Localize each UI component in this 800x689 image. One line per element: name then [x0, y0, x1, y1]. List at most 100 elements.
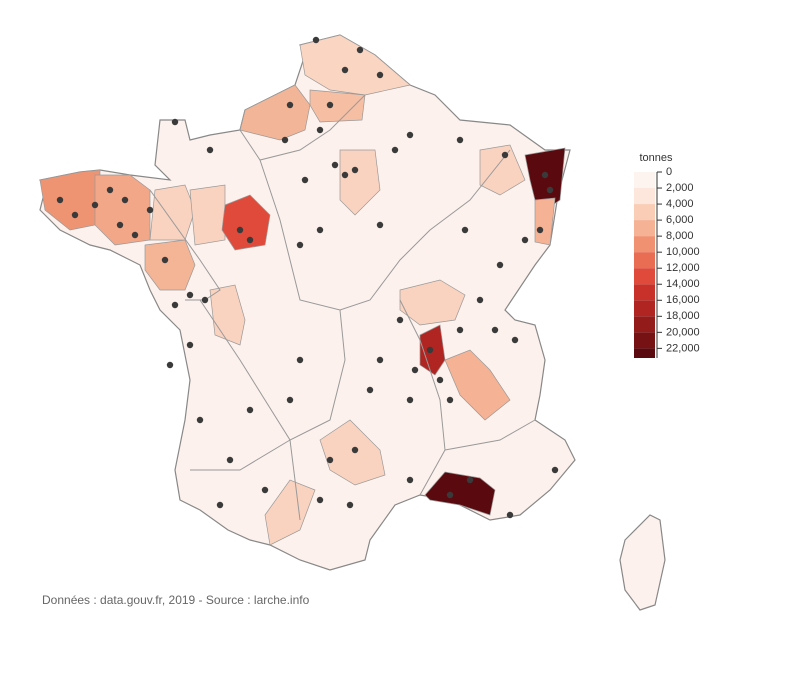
- site-dot: [331, 161, 339, 169]
- site-dot: [546, 186, 554, 194]
- site-dot: [491, 326, 499, 334]
- legend-swatch: [634, 348, 655, 358]
- site-dot: [521, 236, 529, 244]
- site-dot: [216, 501, 224, 509]
- departments: [39, 34, 566, 546]
- site-dot: [501, 151, 509, 159]
- legend-tick-label: 14,000: [666, 278, 700, 290]
- site-dot: [476, 296, 484, 304]
- department: [399, 279, 466, 326]
- legend-swatch: [634, 268, 655, 285]
- legend-tick-label: 8,000: [666, 230, 694, 242]
- site-dot: [71, 211, 79, 219]
- legend-swatch: [634, 316, 655, 333]
- site-dot: [411, 366, 419, 374]
- region-border: [239, 94, 366, 161]
- site-dot: [436, 376, 444, 384]
- site-dot: [426, 346, 434, 354]
- site-dot: [171, 118, 179, 126]
- legend-tick-label: 10,000: [666, 246, 700, 258]
- site-dot: [551, 466, 559, 474]
- site-dot: [456, 136, 464, 144]
- site-dot: [246, 406, 254, 414]
- site-dot: [461, 226, 469, 234]
- site-dot: [466, 476, 474, 484]
- legend-swatch: [634, 236, 655, 253]
- department: [319, 419, 386, 486]
- legend-tick-label: 22,000: [666, 342, 700, 354]
- site-dot: [196, 416, 204, 424]
- site-dot: [496, 261, 504, 269]
- legend-tick-label: 12,000: [666, 262, 700, 274]
- site-dot: [536, 226, 544, 234]
- site-dot: [506, 511, 514, 519]
- region-border: [399, 299, 446, 496]
- site-dot: [326, 456, 334, 464]
- legend-swatch: [634, 252, 655, 269]
- site-dot: [446, 491, 454, 499]
- site-dot: [166, 361, 174, 369]
- site-dot: [116, 221, 124, 229]
- site-dot: [301, 176, 309, 184]
- department: [479, 144, 526, 196]
- department: [299, 34, 411, 96]
- legend-swatch: [634, 204, 655, 221]
- site-dot: [391, 146, 399, 154]
- region-border: [289, 309, 346, 521]
- legend-tick-label: 20,000: [666, 326, 700, 338]
- site-dot: [312, 36, 320, 44]
- legend-tick-label: 18,000: [666, 310, 700, 322]
- region-border: [444, 419, 536, 451]
- site-dot: [541, 171, 549, 179]
- site-dot: [376, 221, 384, 229]
- department: [39, 169, 101, 231]
- legend: tonnes 0 2,000 4,000 6,000 8,000 10,000 12,000…: [634, 152, 700, 358]
- site-dot: [296, 241, 304, 249]
- site-dot: [121, 196, 129, 204]
- site-dot: [341, 171, 349, 179]
- site-dot: [281, 136, 289, 144]
- department: [221, 194, 271, 251]
- department: [239, 84, 311, 141]
- legend-tick-label: 4,000: [666, 198, 694, 210]
- site-dot: [171, 301, 179, 309]
- site-dot: [246, 236, 254, 244]
- site-dot: [161, 256, 169, 264]
- legend-tick-label: 16,000: [666, 294, 700, 306]
- site-dot: [206, 146, 214, 154]
- legend-swatch: [634, 332, 655, 349]
- region-border: [149, 189, 221, 301]
- site-dot: [91, 201, 99, 209]
- site-dot: [286, 101, 294, 109]
- site-dot: [356, 46, 364, 54]
- site-dot: [511, 336, 519, 344]
- site-dot: [106, 186, 114, 194]
- site-dot: [286, 396, 294, 404]
- department: [534, 197, 556, 246]
- region-border: [259, 149, 511, 311]
- site-dot: [406, 396, 414, 404]
- legend-tick-label: 2,000: [666, 182, 694, 194]
- site-dot: [346, 501, 354, 509]
- site-dot: [351, 446, 359, 454]
- department: [264, 479, 316, 546]
- site-dot: [326, 101, 334, 109]
- legend-tick-label: 6,000: [666, 214, 694, 226]
- site-dot: [201, 296, 209, 304]
- site-dot: [376, 356, 384, 364]
- department: [444, 349, 511, 421]
- site-dot: [406, 476, 414, 484]
- legend-tick-label: 0: [666, 166, 672, 178]
- site-dot: [226, 456, 234, 464]
- site-dot: [261, 486, 269, 494]
- department: [309, 89, 366, 123]
- source-note: Données : data.gouv.fr, 2019 - Source : …: [42, 593, 310, 607]
- legend-swatch: [634, 172, 655, 189]
- department: [149, 184, 196, 241]
- site-dot: [236, 226, 244, 234]
- site-dot: [316, 126, 324, 134]
- site-dot: [316, 226, 324, 234]
- corsica-outline: [619, 514, 666, 611]
- department: [209, 284, 246, 346]
